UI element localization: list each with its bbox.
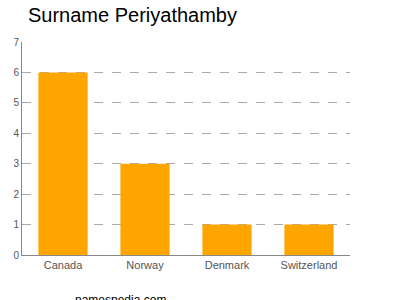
svg-text:0: 0 xyxy=(13,250,19,261)
svg-text:2: 2 xyxy=(13,189,19,200)
svg-text:1: 1 xyxy=(13,219,19,230)
svg-text:Denmark: Denmark xyxy=(205,259,250,271)
svg-text:3: 3 xyxy=(13,158,19,169)
svg-text:Canada: Canada xyxy=(44,259,83,271)
svg-text:Surname Periyathamby: Surname Periyathamby xyxy=(28,4,237,26)
svg-text:7: 7 xyxy=(13,37,19,48)
svg-text:namespedia.com: namespedia.com xyxy=(75,293,166,300)
svg-text:4: 4 xyxy=(13,128,19,139)
svg-text:Switzerland: Switzerland xyxy=(281,259,338,271)
svg-text:Norway: Norway xyxy=(126,259,164,271)
svg-text:5: 5 xyxy=(13,97,19,108)
svg-text:6: 6 xyxy=(13,67,19,78)
